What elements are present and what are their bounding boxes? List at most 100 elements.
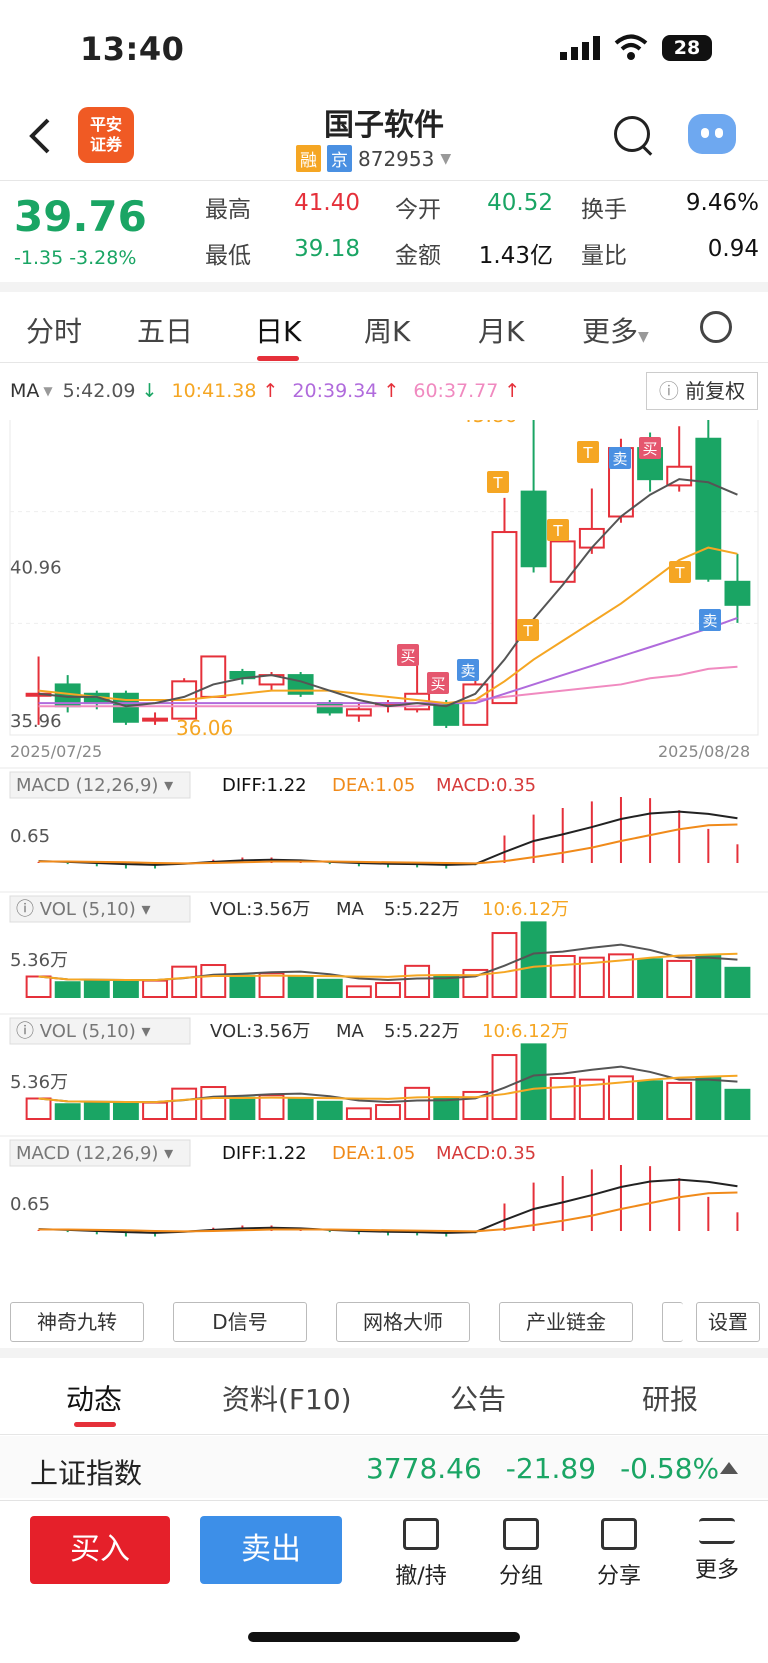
search-icon[interactable] (614, 116, 650, 152)
stock-code: 872953 (358, 146, 435, 171)
kline-chart[interactable]: 45.96 40.96 35.96 45.86 36.06 2025/07/25 2025/… (0, 420, 768, 1300)
low-value: 39.18 (294, 236, 360, 262)
volume-bar (112, 1101, 139, 1120)
expand-up-icon[interactable] (720, 1462, 738, 1474)
signal-tag: T (669, 561, 691, 583)
index-change: -21.89 (505, 1452, 597, 1485)
volume-bar (666, 959, 693, 998)
signal-tag: 买 (397, 644, 419, 666)
turnover-value: 9.46% (685, 190, 759, 216)
current-price: 39.76 (14, 192, 147, 241)
candle-body (724, 580, 751, 606)
tab-announcements[interactable]: 公告 (450, 1383, 507, 1416)
open-label: 今开 (395, 197, 441, 223)
volume-bar (637, 958, 664, 999)
ma-value-3: 60:37.77 ↑ (413, 380, 521, 402)
wifi-icon (614, 34, 648, 60)
y-label-low: 35.96 (10, 711, 62, 732)
divider (0, 362, 768, 363)
low-marker: 36.06 (176, 716, 233, 740)
macd-dea: DEA:1.05 (332, 1143, 415, 1164)
cancel-hold-button[interactable]: 撤/持 (386, 1518, 456, 1590)
index-value: 3778.46 (366, 1452, 482, 1485)
settings-button[interactable]: 设置 (696, 1302, 760, 1342)
tab-more[interactable]: 更多▼ (582, 310, 649, 350)
stock-code-selector[interactable]: 融 京 872953 ▼ (296, 145, 451, 172)
amount-label: 金额 (395, 243, 441, 269)
logo-text-line1: 平安 (89, 115, 122, 134)
volume-bar (287, 1098, 314, 1121)
tool-partial[interactable] (662, 1302, 683, 1342)
back-button[interactable] (26, 116, 54, 163)
tab-weekly-k[interactable]: 周K (364, 315, 411, 348)
vol-ma5: 5:5.22万 (384, 899, 460, 920)
tool-industry-chain[interactable]: 产业链金 (499, 1302, 633, 1342)
tab-monthly-k[interactable]: 月K (478, 315, 525, 348)
signal-tag: T (547, 519, 569, 541)
group-button[interactable]: 分组 (486, 1518, 556, 1590)
volume-bar (345, 1107, 372, 1121)
caret-down-icon: ▼ (440, 150, 452, 167)
signal-tag-text: 买 (400, 647, 415, 665)
share-button[interactable]: 分享 (584, 1518, 654, 1590)
volume-bar (171, 1087, 198, 1120)
volume-bar (404, 1086, 431, 1121)
tool-d-signal[interactable]: D信号 (173, 1302, 307, 1342)
volume-bar (695, 1077, 722, 1120)
volume-bar (83, 1101, 110, 1120)
signal-tag-bg (487, 471, 509, 493)
volume-bar (258, 1094, 285, 1120)
tab-research[interactable]: 研报 (642, 1383, 699, 1416)
tool-grid-master[interactable]: 网格大师 (336, 1302, 470, 1342)
candle-body (142, 717, 168, 722)
candle-body (491, 531, 518, 705)
signal-tag: T (487, 471, 509, 493)
tab-f10[interactable]: 资料(F10) (222, 1383, 352, 1416)
candle-body (695, 437, 722, 580)
signal-tag-bg (517, 619, 539, 641)
vol-ma10-line (38, 1074, 738, 1104)
ma5-line (38, 478, 738, 708)
section-gap (0, 282, 768, 292)
robot-assistant-icon[interactable] (688, 114, 736, 154)
adjust-selector[interactable]: ⓘ 前复权 (646, 372, 758, 410)
tab-intraday[interactable]: 分时 (26, 315, 83, 348)
ma-values: 5:42.09 ↓ 10:41.38 ↑ 20:39.34 ↑ 60:37.77 ↑ (63, 380, 521, 402)
candle-body (520, 490, 547, 568)
vol-head: ⓘ VOL (5,10) ▾ (16, 899, 151, 920)
more-button[interactable]: 更多 (682, 1518, 752, 1584)
tab-five-day[interactable]: 五日 (137, 315, 194, 348)
candle-body (549, 540, 576, 583)
tab-daily-k[interactable]: 日K (255, 315, 302, 348)
ma-label[interactable]: MA (10, 380, 40, 402)
share-label: 分享 (596, 1564, 641, 1589)
panel-selector (9, 1139, 191, 1167)
y-label-high: 45.96 (10, 420, 62, 421)
volume-bar (433, 975, 460, 998)
sell-button[interactable]: 卖出 (200, 1516, 342, 1584)
tab-news[interactable]: 动态 (66, 1383, 123, 1416)
action-bar (0, 1500, 768, 1611)
macd-diff-line (38, 1178, 738, 1234)
tool-nine-turns[interactable]: 神奇九转 (10, 1302, 144, 1342)
signal-tag-text: 买 (430, 675, 445, 693)
volume-bar (549, 955, 576, 998)
gear-icon[interactable] (700, 311, 732, 343)
active-tab-indicator (74, 1422, 116, 1427)
buy-button[interactable]: 买入 (30, 1516, 170, 1584)
trend-arrow-icon: ↑ (383, 380, 400, 402)
volume-bar (25, 975, 52, 998)
high-label: 最高 (205, 197, 251, 223)
volume-bar (142, 979, 168, 998)
volume-bar (695, 955, 722, 998)
signal-tag-text: T (492, 474, 503, 492)
volume-bar (229, 1096, 256, 1120)
index-ticker[interactable] (0, 1436, 768, 1498)
trend-arrow-icon: ↑ (504, 380, 521, 402)
vol-ma-label: MA (336, 1021, 365, 1042)
status-bar: 13:40 28 (0, 0, 768, 100)
caret-down-icon: ▼ (638, 329, 649, 345)
volume-bar (375, 982, 401, 998)
volume-bar (608, 953, 634, 998)
signal-tag-bg (639, 437, 661, 459)
